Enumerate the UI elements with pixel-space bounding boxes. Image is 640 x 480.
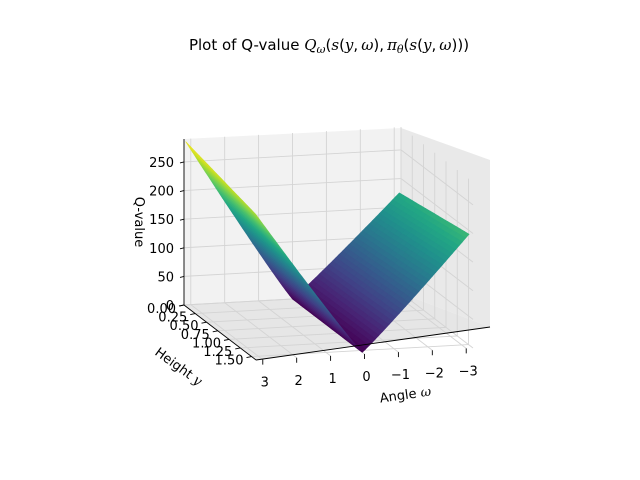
z-tick-label: 250	[149, 156, 174, 171]
gridline	[190, 304, 264, 360]
gridline	[258, 300, 331, 357]
y-tick-label: 0.25	[158, 311, 187, 326]
x-tick-label: −2	[425, 366, 444, 381]
x-axis-label: Angle ω	[379, 384, 433, 406]
gridline	[183, 206, 402, 220]
chart-title: Plot of Q-value Qω(s(y, ω), πθ(s(y, ω)))	[189, 36, 469, 56]
y-tick-mark	[246, 356, 252, 359]
y-tick-mark	[201, 321, 207, 324]
surface-patch	[250, 209, 260, 219]
z-tick-label: 50	[157, 270, 174, 285]
x-tick-label: 1	[328, 372, 336, 387]
y-tick-label: 1.25	[203, 345, 232, 360]
y-tick-mark	[178, 304, 185, 307]
y-ticks: 0.000.250.500.751.001.251.50	[147, 302, 252, 369]
x-tick-label: −3	[459, 364, 478, 379]
y-tick-label: 1.00	[192, 336, 221, 351]
y-tick-mark	[212, 330, 218, 333]
y-axis-label: Height y	[152, 345, 205, 390]
z-tick-label: 150	[149, 213, 174, 228]
y-tick-label: 0.75	[181, 328, 210, 343]
x-tick-label: 0	[362, 370, 370, 385]
z-tick-label: 0	[166, 299, 174, 314]
y-tick-mark	[235, 347, 241, 350]
gridline	[183, 149, 402, 163]
y-tick-label: 0.50	[170, 319, 199, 334]
y-tick-label: 1.50	[215, 354, 244, 369]
z-tick-label: 200	[149, 185, 174, 200]
z-tick-mark	[179, 161, 185, 164]
x-tick-label: −1	[391, 368, 410, 383]
gridline	[400, 178, 474, 234]
x-tick-label: 2	[295, 374, 303, 389]
gridline	[400, 292, 474, 349]
y-tick-mark	[223, 338, 230, 341]
q-value-surface	[185, 141, 470, 353]
z-tick-mark	[179, 218, 185, 221]
z-tick-mark	[179, 275, 185, 278]
z-axis-label: Q-value	[131, 197, 146, 247]
y-tick-mark	[190, 313, 196, 316]
y-axis-line	[183, 304, 257, 361]
z-tick-mark	[179, 247, 185, 250]
x-axis-line	[255, 326, 491, 361]
y-tick-label: 0.00	[147, 302, 176, 317]
z-ticks: 0 50 100 150 200 250	[149, 156, 185, 314]
z-tick-mark	[179, 190, 185, 192]
gridline	[400, 149, 474, 206]
x-ticks: 3 2 1 0 −1 −2 −3	[261, 348, 478, 391]
x-tick-label: 3	[261, 376, 269, 391]
z-tick-label: 100	[149, 242, 174, 257]
gridline	[224, 302, 297, 359]
